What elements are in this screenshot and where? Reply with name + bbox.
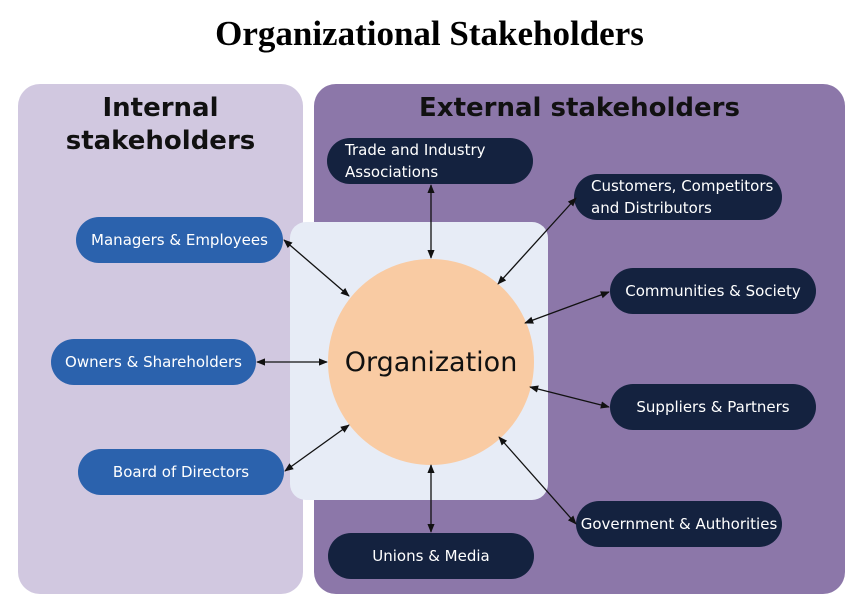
node-trade-industry-associations: Trade and Industry Associations bbox=[327, 138, 533, 184]
arrow-communities bbox=[524, 291, 610, 324]
internal-panel-title-text: Internal stakeholders bbox=[65, 93, 256, 156]
arrow-government bbox=[498, 436, 577, 525]
node-board-of-directors: Board of Directors bbox=[78, 449, 284, 495]
node-owners-shareholders: Owners & Shareholders bbox=[51, 339, 256, 385]
node-suppliers-partners: Suppliers & Partners bbox=[610, 384, 816, 430]
organization-label: Organization bbox=[344, 346, 518, 378]
node-managers-employees: Managers & Employees bbox=[76, 217, 283, 263]
node-communities-society: Communities & Society bbox=[610, 268, 816, 314]
organization-circle: Organization bbox=[328, 259, 534, 465]
arrow-board bbox=[284, 424, 350, 472]
node-government-authorities: Government & Authorities bbox=[576, 501, 782, 547]
node-trade-industry-associations-label: Trade and Industry Associations bbox=[345, 141, 486, 181]
node-unions-media: Unions & Media bbox=[328, 533, 534, 579]
arrow-customers bbox=[497, 197, 577, 285]
diagram-title: Organizational Stakeholders bbox=[215, 14, 644, 53]
node-customers-competitors-distributors-label: Customers, Competitors and Distributors bbox=[591, 177, 774, 217]
node-customers-competitors-distributors: Customers, Competitors and Distributors bbox=[574, 174, 782, 220]
internal-panel-title: Internal stakeholders bbox=[18, 92, 303, 158]
arrow-suppliers bbox=[529, 385, 610, 409]
arrow-managers bbox=[283, 239, 350, 297]
external-panel-title: External stakeholders bbox=[419, 93, 740, 123]
